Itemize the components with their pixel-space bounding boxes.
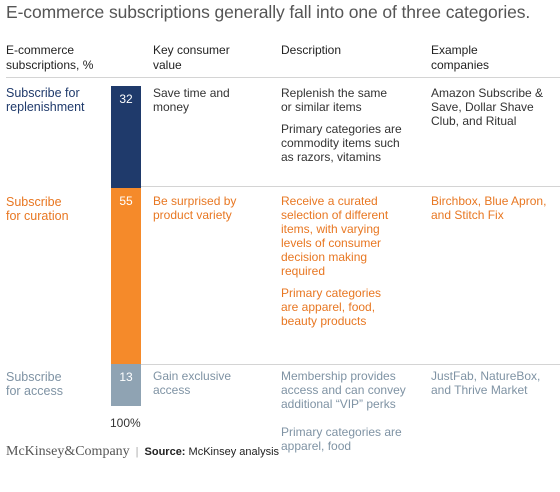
bar-value-label: 55 [119,194,133,209]
text-line: Club, and Ritual [431,114,517,128]
text-line: as razors, vitamins [281,150,382,164]
examples-access: JustFab, NatureBox, and Thrive Market [431,369,540,397]
text-line: Birchbox, Blue Apron, [431,194,547,208]
description-access: Membership provides access and can conve… [281,369,406,453]
text-line: JustFab, NatureBox, [431,369,541,383]
examples-replenishment: Amazon Subscribe & Save, Dollar Shave Cl… [431,86,543,128]
footer-separator: | [135,446,139,458]
label-line: for curation [6,209,69,223]
text-line: Receive a curated [281,194,378,208]
footer: McKinsey&Company | Source: McKinsey analys… [6,444,279,460]
row-divider [141,186,560,187]
text-line: Primary categories are [281,122,402,136]
text-line: Save, Dollar Shave [431,100,534,114]
description-replenishment: Replenish the same or similar items Prim… [281,86,402,164]
header-subscriptions: E-commerce subscriptions, % [6,43,93,73]
row-label-curation: Subscribe for curation [6,195,69,223]
key-value-access: Gain exclusive access [153,369,231,397]
header-line: companies [431,58,490,72]
text-line: items, with varying [281,222,380,236]
text-line: and Stitch Fix [431,208,504,222]
header-description: Description [281,43,341,58]
examples-curation: Birchbox, Blue Apron, and Stitch Fix [431,194,546,222]
header-line: Description [281,43,342,57]
text-line: or similar items [281,100,362,114]
text-line: selection of different [281,208,389,222]
header-divider [6,77,560,78]
header-key-value: Key consumer value [153,43,230,73]
row-divider [141,364,560,365]
text-line: Save time and [153,86,230,100]
text-line: access [153,383,191,397]
chart-title: E-commerce subscriptions generally fall … [6,2,531,22]
header-examples: Example companies [431,43,489,73]
text-line: Amazon Subscribe & [431,86,544,100]
source-text: McKinsey analysis [188,446,280,458]
text-line: and Thrive Market [431,383,528,397]
text-line: apparel, food [281,439,352,453]
label-line: Subscribe for [6,86,80,100]
text-line: money [153,100,190,114]
header-line: Key consumer [153,43,230,57]
key-value-replenishment: Save time and money [153,86,230,114]
text-line: levels of consumer [281,236,382,250]
header-line: Example [431,43,478,57]
text-line: are apparel, food, [281,300,376,314]
text-line: beauty products [281,314,367,328]
text-line: decision making [281,250,368,264]
row-label-access: Subscribe for access [6,370,63,398]
text-line: required [281,264,326,278]
header-line: E-commerce [6,43,75,57]
mckinsey-logo: McKinsey&Company [6,444,130,459]
source-label: Source: [144,446,186,458]
label-line: Subscribe [6,195,62,209]
text-line: Gain exclusive [153,369,232,383]
text-line: Primary categories [281,286,382,300]
row-label-replenishment: Subscribe for replenishment [6,86,85,114]
bar-value-label: 32 [119,92,133,106]
text-line: additional “VIP” perks [281,397,396,411]
bar-value-label: 13 [119,370,133,385]
text-line: Replenish the same [281,86,388,100]
header-line: subscriptions, % [6,58,94,72]
header-line: value [153,58,182,72]
label-line: Subscribe [6,370,62,384]
label-line: replenishment [6,100,85,114]
bar-segment-curation [111,188,141,365]
text-line: access and can convey [281,383,406,397]
bar-segment-access [111,364,141,406]
text-line: Primary categories are [281,425,402,439]
key-value-curation: Be surprised by product variety [153,194,236,222]
text-line: Membership provides [281,369,396,383]
description-curation: Receive a curated selection of different… [281,194,388,328]
text-line: commodity items such [281,136,400,150]
total-label: 100% [110,416,141,430]
text-line: Be surprised by [153,194,237,208]
text-line: product variety [153,208,232,222]
bar-segment-replenishment [111,86,141,189]
label-line: for access [6,384,63,398]
